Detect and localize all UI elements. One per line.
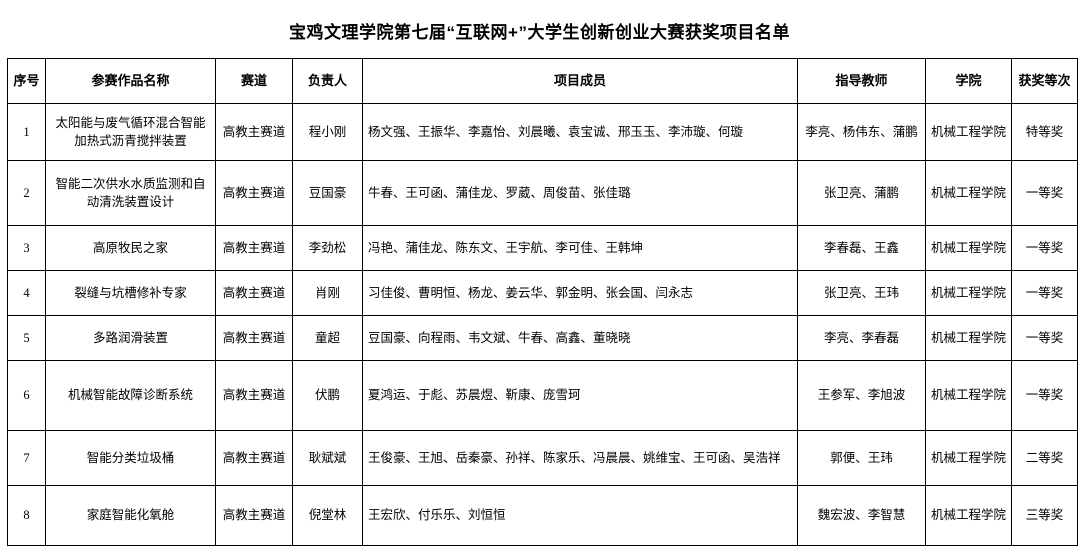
cell-leader: 童超 — [292, 315, 363, 361]
cell-members: 夏鸿运、于彪、苏晨煜、靳康、庞雪珂 — [362, 360, 798, 431]
cell-project-name: 裂缝与坑槽修补专家 — [45, 270, 216, 316]
cell-college: 机械工程学院 — [925, 160, 1012, 226]
cell-members: 王宏欣、付乐乐、刘恒恒 — [362, 485, 798, 546]
cell-project-name: 机械智能故障诊断系统 — [45, 360, 216, 431]
cell-index: 7 — [7, 430, 46, 486]
cell-track: 高教主赛道 — [215, 430, 293, 486]
cell-track: 高教主赛道 — [215, 103, 293, 161]
table-row: 7 智能分类垃圾桶 高教主赛道 耿斌斌 王俊豪、王旭、岳秦豪、孙祥、陈家乐、冯晨… — [7, 430, 1078, 486]
cell-project-name: 智能二次供水水质监测和自动清洗装置设计 — [45, 160, 216, 226]
cell-members: 冯艳、蒲佳龙、陈东文、王宇航、李可佳、王韩坤 — [362, 225, 798, 271]
awards-table: 序号 参赛作品名称 赛道 负责人 项目成员 指导教师 学院 获奖等次 1 太阳能… — [7, 58, 1078, 546]
cell-college: 机械工程学院 — [925, 430, 1012, 486]
table-row: 2 智能二次供水水质监测和自动清洗装置设计 高教主赛道 豆国豪 牛春、王可函、蒲… — [7, 160, 1078, 226]
cell-award: 二等奖 — [1011, 430, 1078, 486]
column-header-project: 参赛作品名称 — [45, 58, 216, 104]
cell-project-name: 智能分类垃圾桶 — [45, 430, 216, 486]
cell-advisors: 王参军、李旭波 — [797, 360, 926, 431]
cell-leader: 耿斌斌 — [292, 430, 363, 486]
column-header-members: 项目成员 — [362, 58, 798, 104]
cell-track: 高教主赛道 — [215, 315, 293, 361]
cell-index: 3 — [7, 225, 46, 271]
cell-members: 牛春、王可函、蒲佳龙、罗葳、周俊苗、张佳璐 — [362, 160, 798, 226]
cell-project-name: 高原牧民之家 — [45, 225, 216, 271]
cell-leader: 程小刚 — [292, 103, 363, 161]
cell-advisors: 张卫亮、蒲鹏 — [797, 160, 926, 226]
header-row: 序号 参赛作品名称 赛道 负责人 项目成员 指导教师 学院 获奖等次 — [7, 58, 1078, 104]
cell-leader: 倪堂林 — [292, 485, 363, 546]
cell-members: 杨文强、王振华、李嘉怡、刘晨曦、袁宝诚、邢玉玉、李沛璇、何璇 — [362, 103, 798, 161]
cell-college: 机械工程学院 — [925, 225, 1012, 271]
cell-leader: 伏鹏 — [292, 360, 363, 431]
cell-award: 一等奖 — [1011, 270, 1078, 316]
cell-project-name: 多路润滑装置 — [45, 315, 216, 361]
table-row: 4 裂缝与坑槽修补专家 高教主赛道 肖刚 习佳俊、曹明恒、杨龙、姜云华、郭金明、… — [7, 270, 1078, 316]
cell-college: 机械工程学院 — [925, 315, 1012, 361]
cell-members: 习佳俊、曹明恒、杨龙、姜云华、郭金明、张会国、闫永志 — [362, 270, 798, 316]
cell-index: 8 — [7, 485, 46, 546]
column-header-track: 赛道 — [215, 58, 293, 104]
page-title: 宝鸡文理学院第七届“互联网+”大学生创新创业大赛获奖项目名单 — [289, 23, 790, 42]
cell-college: 机械工程学院 — [925, 360, 1012, 431]
cell-project-name: 家庭智能化氧舱 — [45, 485, 216, 546]
cell-track: 高教主赛道 — [215, 360, 293, 431]
cell-award: 三等奖 — [1011, 485, 1078, 546]
cell-award: 一等奖 — [1011, 315, 1078, 361]
cell-award: 一等奖 — [1011, 160, 1078, 226]
cell-index: 2 — [7, 160, 46, 226]
cell-advisors: 郭便、王玮 — [797, 430, 926, 486]
cell-track: 高教主赛道 — [215, 270, 293, 316]
table-row: 3 高原牧民之家 高教主赛道 李劲松 冯艳、蒲佳龙、陈东文、王宇航、李可佳、王韩… — [7, 225, 1078, 271]
cell-college: 机械工程学院 — [925, 270, 1012, 316]
cell-index: 1 — [7, 103, 46, 161]
cell-members: 豆国豪、向程雨、韦文斌、牛春、高鑫、董晓晓 — [362, 315, 798, 361]
table-row: 1 太阳能与废气循环混合智能加热式沥青搅拌装置 高教主赛道 程小刚 杨文强、王振… — [7, 103, 1078, 161]
column-header-index: 序号 — [7, 58, 46, 104]
cell-college: 机械工程学院 — [925, 103, 1012, 161]
cell-award: 一等奖 — [1011, 360, 1078, 431]
column-header-college: 学院 — [925, 58, 1012, 104]
cell-leader: 肖刚 — [292, 270, 363, 316]
cell-leader: 李劲松 — [292, 225, 363, 271]
cell-advisors: 魏宏波、李智慧 — [797, 485, 926, 546]
column-header-leader: 负责人 — [292, 58, 363, 104]
table-row: 8 家庭智能化氧舱 高教主赛道 倪堂林 王宏欣、付乐乐、刘恒恒 魏宏波、李智慧 … — [7, 485, 1078, 546]
cell-index: 6 — [7, 360, 46, 431]
cell-advisors: 张卫亮、王玮 — [797, 270, 926, 316]
cell-track: 高教主赛道 — [215, 160, 293, 226]
cell-college: 机械工程学院 — [925, 485, 1012, 546]
cell-award: 一等奖 — [1011, 225, 1078, 271]
cell-track: 高教主赛道 — [215, 485, 293, 546]
cell-advisors: 李春磊、王鑫 — [797, 225, 926, 271]
table-row: 5 多路润滑装置 高教主赛道 童超 豆国豪、向程雨、韦文斌、牛春、高鑫、董晓晓 … — [7, 315, 1078, 361]
cell-advisors: 李亮、杨伟东、蒲鹏 — [797, 103, 926, 161]
column-header-award: 获奖等次 — [1011, 58, 1078, 104]
cell-index: 4 — [7, 270, 46, 316]
cell-award: 特等奖 — [1011, 103, 1078, 161]
cell-index: 5 — [7, 315, 46, 361]
column-header-advisors: 指导教师 — [797, 58, 926, 104]
cell-advisors: 李亮、李春磊 — [797, 315, 926, 361]
cell-members: 王俊豪、王旭、岳秦豪、孙祥、陈家乐、冯晨晨、姚维宝、王可函、吴浩祥 — [362, 430, 798, 486]
table-row: 6 机械智能故障诊断系统 高教主赛道 伏鹏 夏鸿运、于彪、苏晨煜、靳康、庞雪珂 … — [7, 360, 1078, 431]
cell-project-name: 太阳能与废气循环混合智能加热式沥青搅拌装置 — [45, 103, 216, 161]
cell-leader: 豆国豪 — [292, 160, 363, 226]
cell-track: 高教主赛道 — [215, 225, 293, 271]
